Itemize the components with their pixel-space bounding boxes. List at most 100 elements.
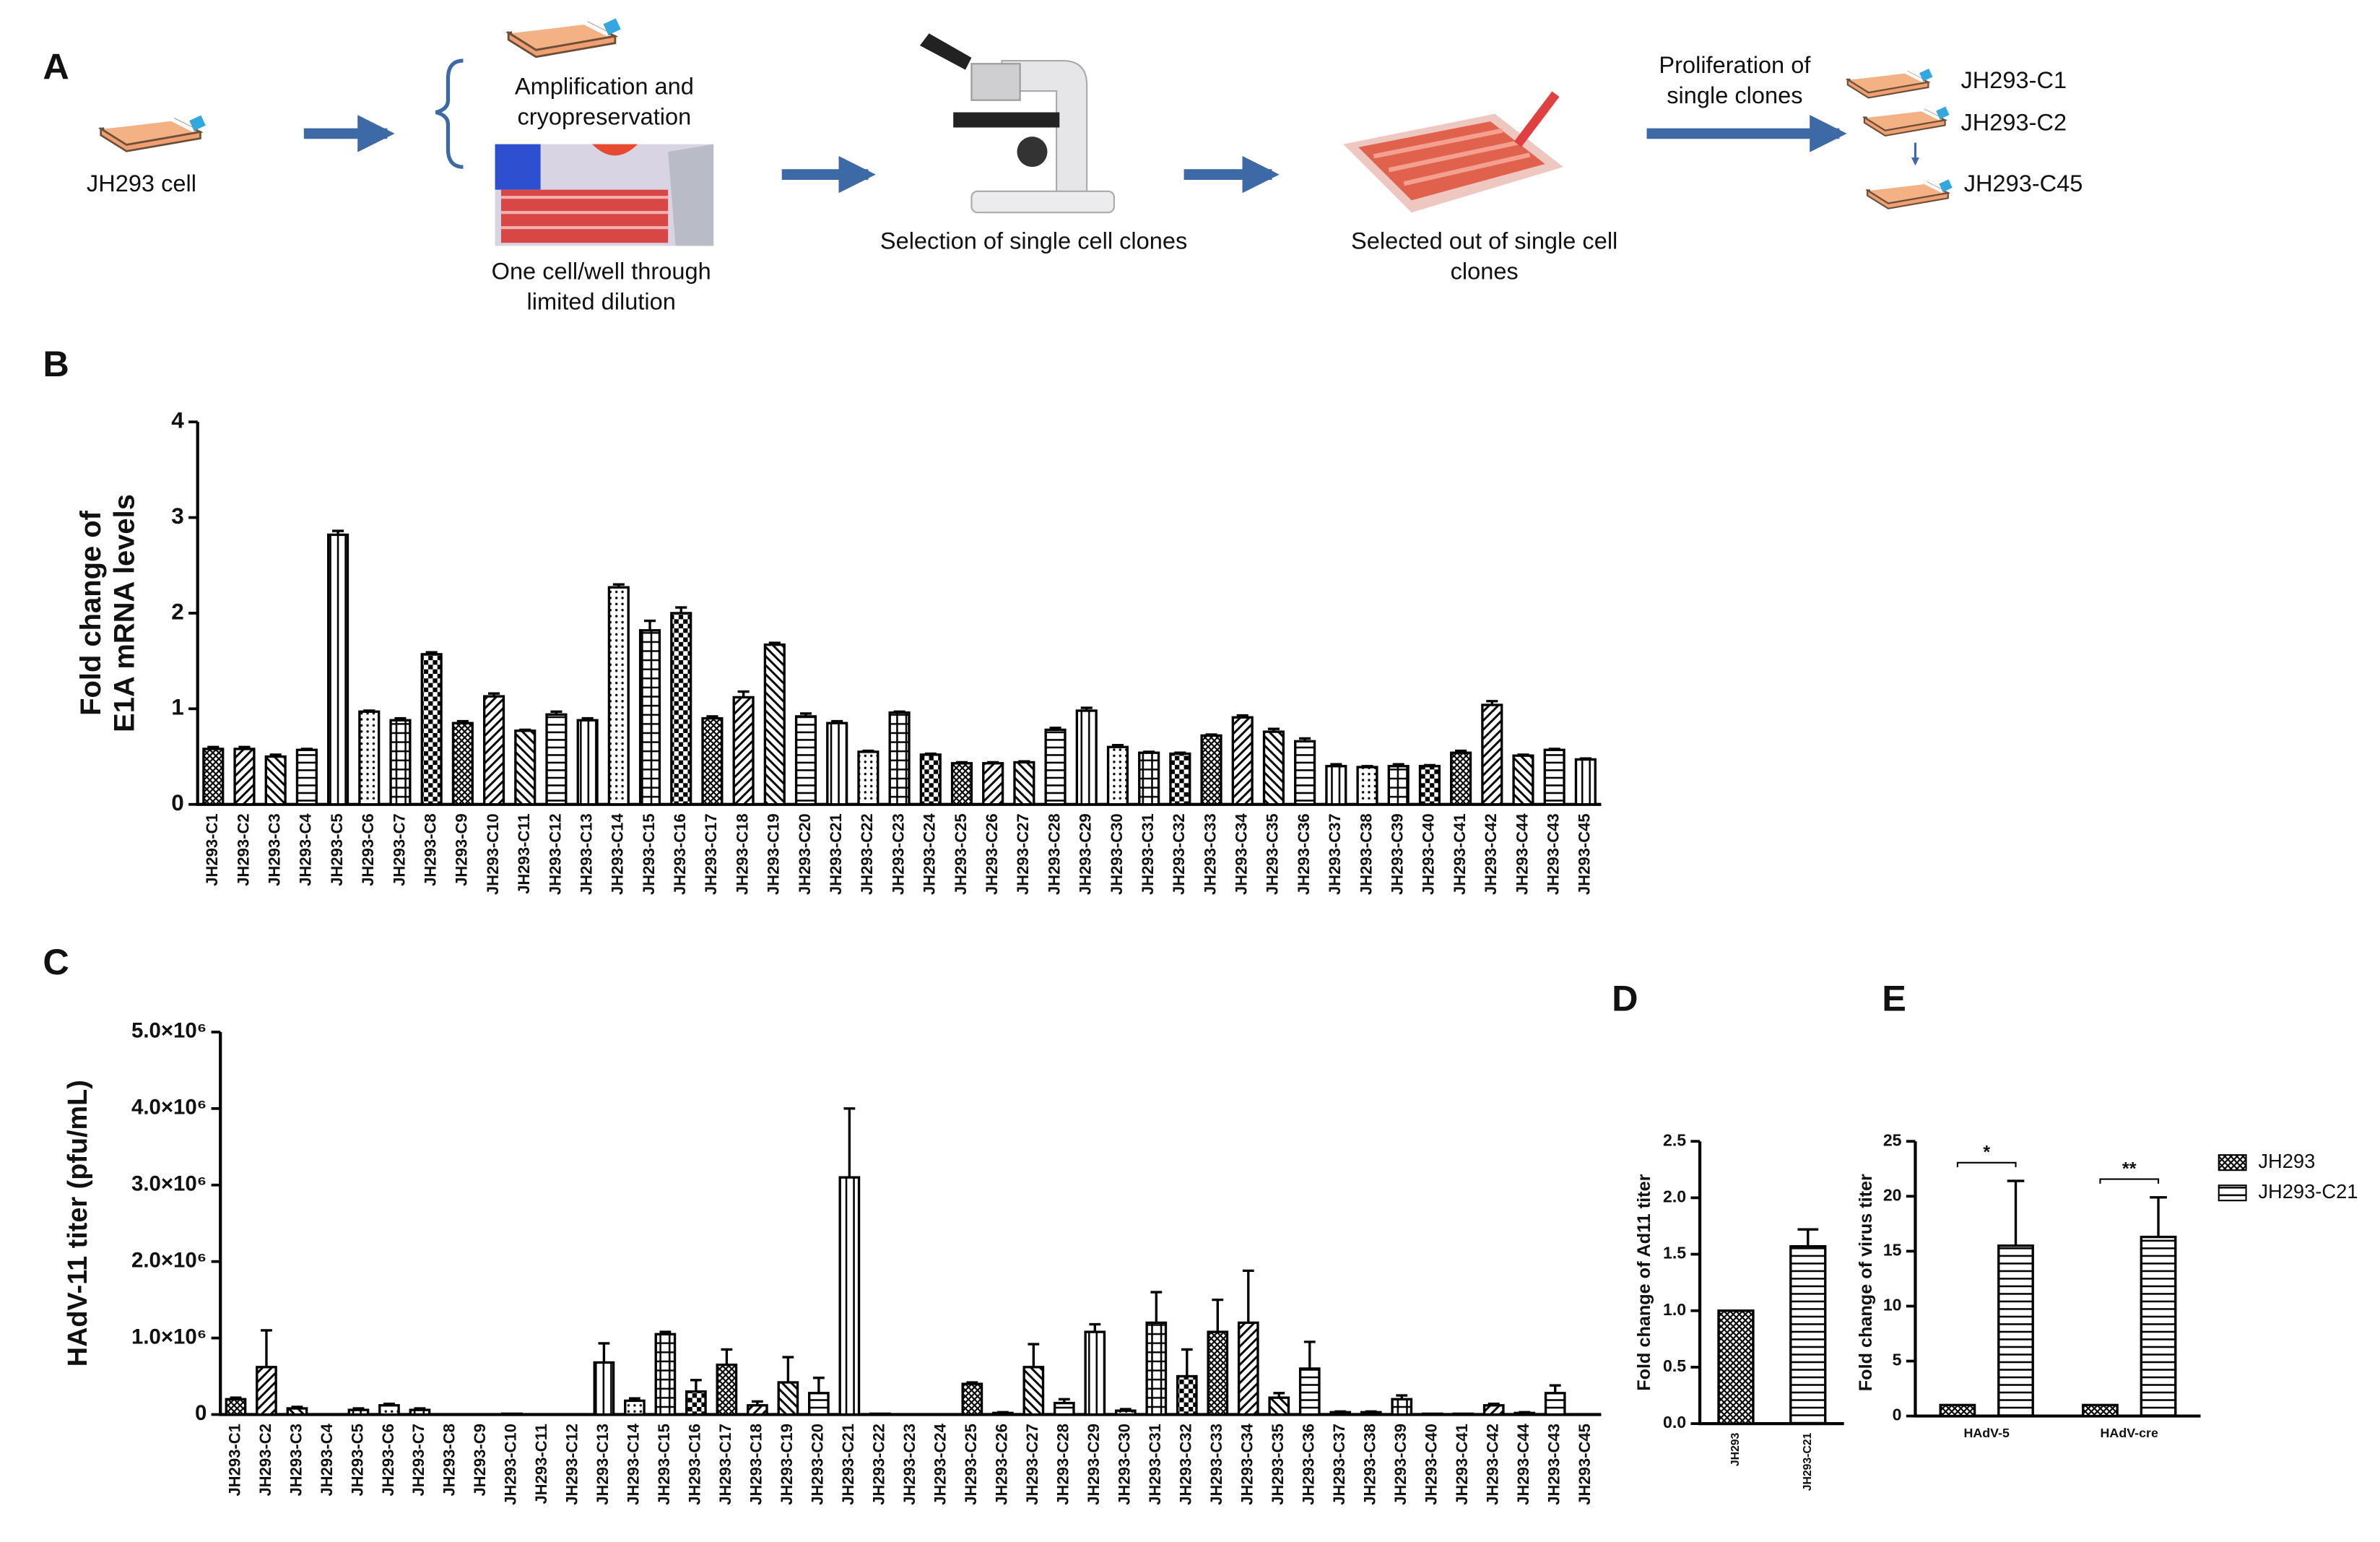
error-bar — [612, 583, 625, 588]
bar — [1544, 1392, 1566, 1416]
x-tick-label: JH293-C34 — [1233, 813, 1251, 895]
error-bar — [690, 1379, 702, 1392]
x-tick-label: JH293-C43 — [1545, 1424, 1563, 1505]
panel-label: C — [43, 941, 69, 982]
legend-swatch — [2218, 1184, 2247, 1202]
bar — [1418, 765, 1441, 806]
y-tick-label: 10 — [1883, 1296, 1902, 1314]
error-bar — [456, 719, 469, 724]
x-tick-label: JH293-C4 — [318, 1423, 336, 1496]
error-bar — [207, 745, 220, 749]
step-label: Selection of single cell clones — [880, 228, 1187, 254]
x-tick-label: JH293-C22 — [870, 1424, 888, 1505]
error-bar — [1361, 765, 1373, 768]
bar — [808, 1392, 830, 1416]
x-tick-label: JH293-C42 — [1482, 813, 1500, 895]
error-bar — [1303, 1340, 1316, 1369]
x-tick-label: JH293-C9 — [471, 1424, 489, 1496]
x-tick-label: JH293-C15 — [640, 813, 658, 895]
bar — [919, 753, 942, 806]
y-tick-label: 0.5 — [1663, 1356, 1686, 1375]
bar — [1013, 761, 1035, 806]
error-bar — [1080, 706, 1093, 711]
x-tick-label: JH293-C38 — [1361, 1424, 1379, 1505]
x-tick-label: JH293-C39 — [1389, 813, 1407, 895]
error-bar — [1143, 750, 1155, 753]
error-bar — [1548, 748, 1560, 750]
y-tick-label: 25 — [1883, 1130, 1902, 1149]
bar — [225, 1398, 247, 1416]
bar — [1452, 1412, 1475, 1416]
bar — [1022, 1366, 1045, 1416]
error-bar — [352, 1407, 365, 1411]
x-tick-label: JH293-C14 — [609, 813, 627, 895]
bar — [545, 713, 568, 806]
bar — [1482, 1404, 1505, 1416]
error-bar — [1486, 700, 1498, 706]
bar — [763, 643, 786, 806]
error-bar — [675, 606, 687, 613]
y-tick-label: 4 — [171, 407, 184, 433]
y-tick-label: 0 — [195, 1401, 207, 1425]
step-label: JH293 cell — [87, 170, 196, 196]
y-axis-label: Fold change of virus titer — [1856, 1174, 1876, 1391]
y-tick-label: 5.0×10⁶ — [131, 1019, 207, 1043]
bar — [961, 1382, 983, 1416]
bar — [202, 748, 225, 806]
bar — [1169, 752, 1191, 806]
well-plate-photo — [495, 144, 714, 246]
bar — [1145, 1321, 1168, 1416]
x-tick-label: JH293-C44 — [1514, 1423, 1532, 1504]
bracket — [435, 59, 464, 169]
x-tick-label: JH293-C5 — [348, 1424, 366, 1496]
x-tick-label: JH293-C36 — [1295, 813, 1313, 895]
bar — [286, 1407, 308, 1416]
error-bar — [1028, 1343, 1040, 1367]
y-tick-label: 1.5 — [1663, 1244, 1686, 1262]
x-tick-label: JH293-C22 — [858, 813, 876, 895]
x-tick-label: HAdV-5 — [1963, 1426, 2010, 1440]
legend-label: JH293-C21 — [2258, 1180, 2358, 1203]
x-tick-label: JH293-C8 — [421, 813, 439, 886]
bar — [514, 729, 537, 806]
error-bar — [261, 1329, 272, 1367]
step-label: single clones — [1667, 82, 1802, 108]
bar — [576, 719, 599, 806]
bar — [1421, 1412, 1443, 1416]
bar — [2140, 1235, 2177, 1418]
bar — [869, 1412, 891, 1416]
clone-label: JH293-C45 — [1964, 170, 2083, 196]
error-bar — [1455, 749, 1467, 753]
bar — [1044, 728, 1067, 806]
bar — [777, 1381, 799, 1416]
x-tick-label: JH293-C20 — [796, 813, 814, 895]
error-bar — [768, 641, 781, 645]
x-tick-label: JH293-C2 — [234, 813, 252, 885]
x-tick-label: JH293-C33 — [1201, 813, 1219, 895]
bar — [1138, 751, 1160, 806]
x-tick-label: JH293-C39 — [1391, 1424, 1410, 1505]
panel-label: A — [43, 46, 69, 87]
error-bar — [721, 1348, 733, 1365]
error-bar — [987, 761, 999, 764]
bar — [1106, 745, 1129, 806]
x-tick-label: JH293-C14 — [625, 1423, 643, 1504]
bar — [838, 1176, 861, 1416]
y-tick-label: 0 — [1893, 1405, 1902, 1424]
bar — [409, 1408, 431, 1416]
bar — [1053, 1401, 1075, 1416]
x-tick-label: JH293-C31 — [1139, 813, 1157, 895]
error-bar — [1579, 757, 1591, 760]
error-bar — [1365, 1410, 1377, 1413]
x-tick-label: JH293-C35 — [1264, 813, 1282, 895]
error-bar — [1242, 1269, 1254, 1323]
bar — [982, 762, 1004, 806]
bar — [1268, 1396, 1290, 1416]
x-tick-label: JH293-C23 — [900, 1424, 918, 1505]
y-tick-label: 1.0×10⁶ — [131, 1325, 207, 1348]
y-tick-label: 2.0×10⁶ — [131, 1248, 207, 1272]
bar — [1298, 1367, 1321, 1416]
bar — [1512, 754, 1534, 806]
x-tick-label: JH293-C40 — [1420, 813, 1438, 895]
error-bar — [1299, 737, 1311, 742]
